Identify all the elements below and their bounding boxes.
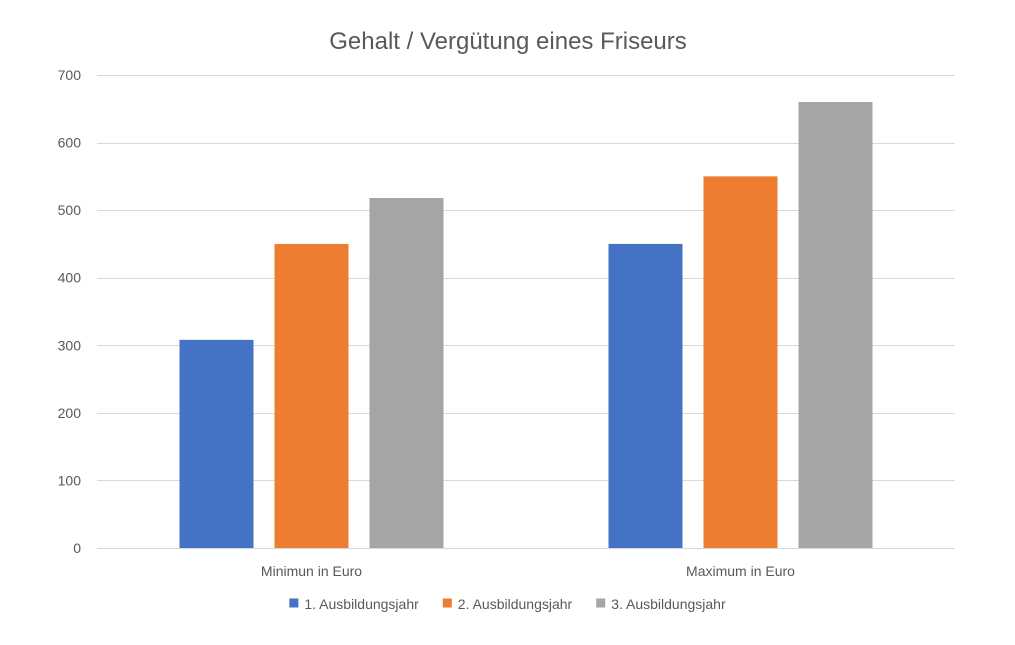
x-axis-categories: Minimun in Euro Maximum in Euro — [261, 563, 795, 579]
y-tick-label: 600 — [58, 135, 82, 151]
legend-swatch-3 — [596, 598, 606, 608]
y-tick-label: 300 — [58, 337, 82, 353]
legend: 1. Ausbildungsjahr 2. Ausbildungsjahr 3. A… — [289, 596, 726, 612]
bar-series-3-cat-1 — [369, 197, 444, 549]
bar-series-2-cat-1 — [274, 243, 349, 548]
bar-series-1-cat-2 — [608, 243, 683, 548]
y-tick-label: 500 — [58, 202, 82, 218]
bars — [179, 102, 873, 549]
y-tick-label: 0 — [73, 540, 81, 556]
bar-series-3-cat-2 — [798, 102, 873, 549]
x-category-label: Minimun in Euro — [261, 563, 362, 579]
legend-label-3: 3. Ausbildungsjahr — [611, 596, 726, 612]
legend-swatch-1 — [289, 598, 299, 608]
bar-series-2-cat-2 — [703, 176, 778, 548]
y-axis-ticks: 0 100 200 300 400 500 600 700 — [58, 67, 82, 556]
legend-label-2: 2. Ausbildungsjahr — [458, 596, 573, 612]
x-category-label: Maximum in Euro — [686, 563, 795, 579]
legend-label-1: 1. Ausbildungsjahr — [304, 596, 419, 612]
y-tick-label: 400 — [58, 270, 82, 286]
y-tick-label: 700 — [58, 67, 82, 83]
legend-swatch-2 — [442, 598, 452, 608]
y-tick-label: 100 — [58, 472, 82, 488]
y-tick-label: 200 — [58, 405, 82, 421]
chart-title: Gehalt / Vergütung eines Friseurs — [329, 28, 687, 55]
bar-series-1-cat-1 — [179, 339, 254, 548]
